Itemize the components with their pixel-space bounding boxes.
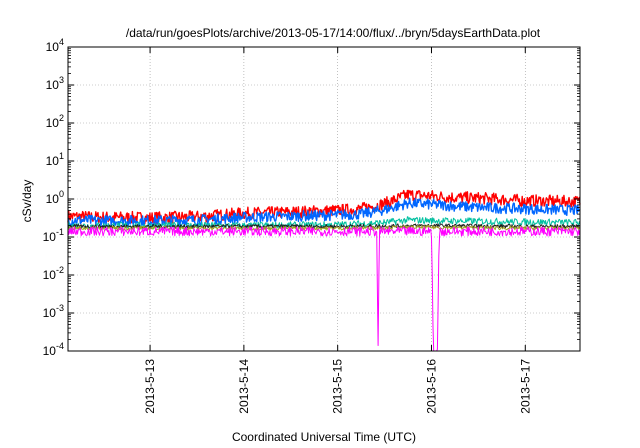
- y-tick-label: 104: [46, 37, 64, 54]
- y-tick-base: 10: [43, 268, 57, 282]
- x-axis-label: Coordinated Universal Time (UTC): [232, 430, 416, 444]
- y-tick-base: 10: [46, 116, 60, 130]
- y-tick-label: 10-4: [43, 341, 64, 358]
- y-tick-base: 10: [46, 192, 60, 206]
- y-tick-label: 10-3: [43, 303, 64, 320]
- chart-title: /data/run/goesPlots/archive/2013-05-17/1…: [126, 26, 541, 40]
- x-tick-labels: 2013-5-13 2013-5-14 2013-5-15 2013-5-16 2013…: [143, 359, 532, 414]
- y-tick-exponent: -3: [56, 303, 64, 313]
- x-tick-label: 2013-5-16: [424, 359, 438, 414]
- series-line-1: [67, 189, 581, 225]
- y-tick-exponent: 0: [59, 189, 64, 199]
- y-tick-base: 10: [43, 230, 57, 244]
- x-tick-label: 2013-5-14: [237, 359, 251, 414]
- y-tick-exponent: 1: [59, 151, 64, 161]
- y-axis-label: cSv/day: [20, 180, 34, 223]
- y-tick-label: 101: [46, 151, 64, 168]
- y-tick-exponent: -4: [56, 341, 64, 351]
- y-tick-label: 103: [46, 75, 64, 92]
- y-tick-exponent: -1: [56, 227, 64, 237]
- series-line-5: [67, 224, 581, 231]
- y-tick-label: 10-1: [43, 227, 64, 244]
- y-tick-base: 10: [43, 344, 57, 358]
- y-tick-label: 102: [46, 113, 64, 130]
- x-tick-label: 2013-5-15: [331, 359, 345, 414]
- y-tick-label: 10-2: [43, 265, 64, 282]
- y-tick-base: 10: [46, 40, 60, 54]
- y-tick-base: 10: [46, 154, 60, 168]
- series-line-6: [67, 226, 581, 352]
- series-group: [67, 189, 581, 352]
- x-tick-label: 2013-5-17: [518, 359, 532, 414]
- y-tick-exponent: 4: [59, 37, 64, 47]
- y-tick-exponent: 3: [59, 75, 64, 85]
- y-tick-base: 10: [43, 306, 57, 320]
- series-line-4: [67, 223, 581, 229]
- y-tick-base: 10: [46, 78, 60, 92]
- x-tick-label: 2013-5-13: [143, 359, 157, 414]
- y-tick-label: 100: [46, 189, 64, 206]
- y-tick-exponent: -2: [56, 265, 64, 275]
- y-tick-exponent: 2: [59, 113, 64, 123]
- ticks: [68, 46, 580, 352]
